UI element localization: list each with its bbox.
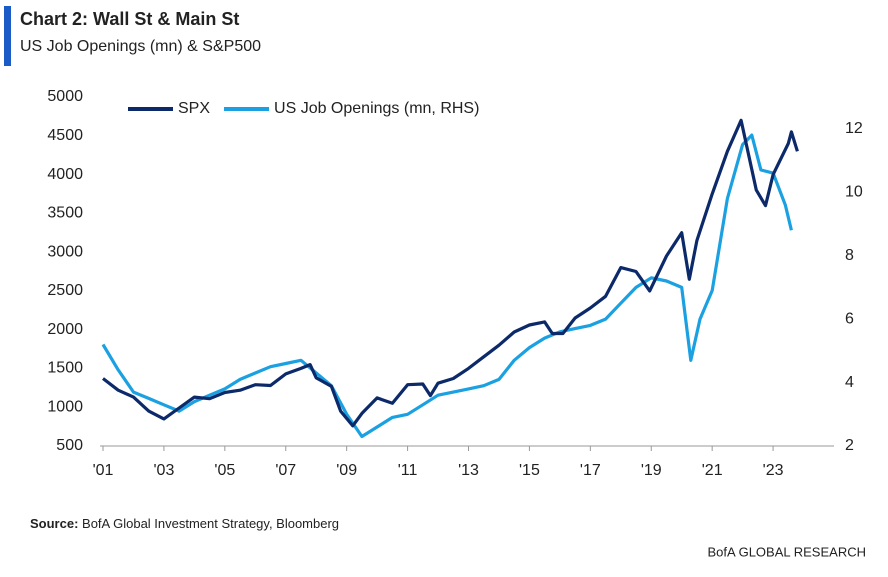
y-tick-label: 2000 bbox=[47, 321, 83, 338]
y-tick-label: 1500 bbox=[47, 360, 83, 377]
x-tick-label: '11 bbox=[398, 462, 418, 479]
footer: BofA GLOBAL RESEARCH bbox=[708, 544, 866, 559]
y2-tick-label: 4 bbox=[845, 374, 854, 391]
y2-tick-label: 10 bbox=[845, 183, 863, 200]
x-tick-label: '23 bbox=[763, 462, 784, 479]
y-tick-label: 5000 bbox=[47, 88, 83, 105]
y-tick-label: 4000 bbox=[47, 166, 83, 183]
x-tick-label: '05 bbox=[214, 462, 235, 479]
x-tick-label: '07 bbox=[275, 462, 296, 479]
y2-tick-label: 6 bbox=[845, 310, 854, 327]
legend-label: SPX bbox=[178, 100, 210, 117]
source-text: BofA Global Investment Strategy, Bloombe… bbox=[82, 516, 339, 531]
x-tick-label: '09 bbox=[336, 462, 357, 479]
y-tick-label: 2500 bbox=[47, 282, 83, 299]
title-accent bbox=[4, 6, 11, 66]
x-tick-label: '13 bbox=[458, 462, 479, 479]
x-tick-label: '01 bbox=[93, 462, 114, 479]
y-tick-label: 500 bbox=[56, 437, 83, 454]
y-tick-label: 4500 bbox=[47, 127, 83, 144]
chart-title: Chart 2: Wall St & Main St bbox=[20, 9, 239, 29]
series-line bbox=[102, 118, 799, 428]
series-line bbox=[101, 133, 793, 439]
chart-subtitle: US Job Openings (mn) & S&P500 bbox=[20, 38, 261, 55]
x-tick-label: '21 bbox=[702, 462, 723, 479]
x-tick-label: '03 bbox=[153, 462, 174, 479]
y-tick-label: 3000 bbox=[47, 243, 83, 260]
y2-tick-label: 12 bbox=[845, 120, 863, 137]
y2-tick-label: 8 bbox=[845, 247, 854, 264]
y-tick-label: 1000 bbox=[47, 398, 83, 415]
y2-tick-label: 2 bbox=[845, 437, 854, 454]
x-tick-label: '19 bbox=[641, 462, 662, 479]
x-tick-label: '15 bbox=[519, 462, 540, 479]
y-tick-label: 3500 bbox=[47, 205, 83, 222]
source: Source: BofA Global Investment Strategy,… bbox=[30, 516, 339, 531]
source-label: Source: bbox=[30, 516, 78, 531]
x-tick-label: '17 bbox=[580, 462, 601, 479]
legend-label: US Job Openings (mn, RHS) bbox=[274, 100, 479, 117]
